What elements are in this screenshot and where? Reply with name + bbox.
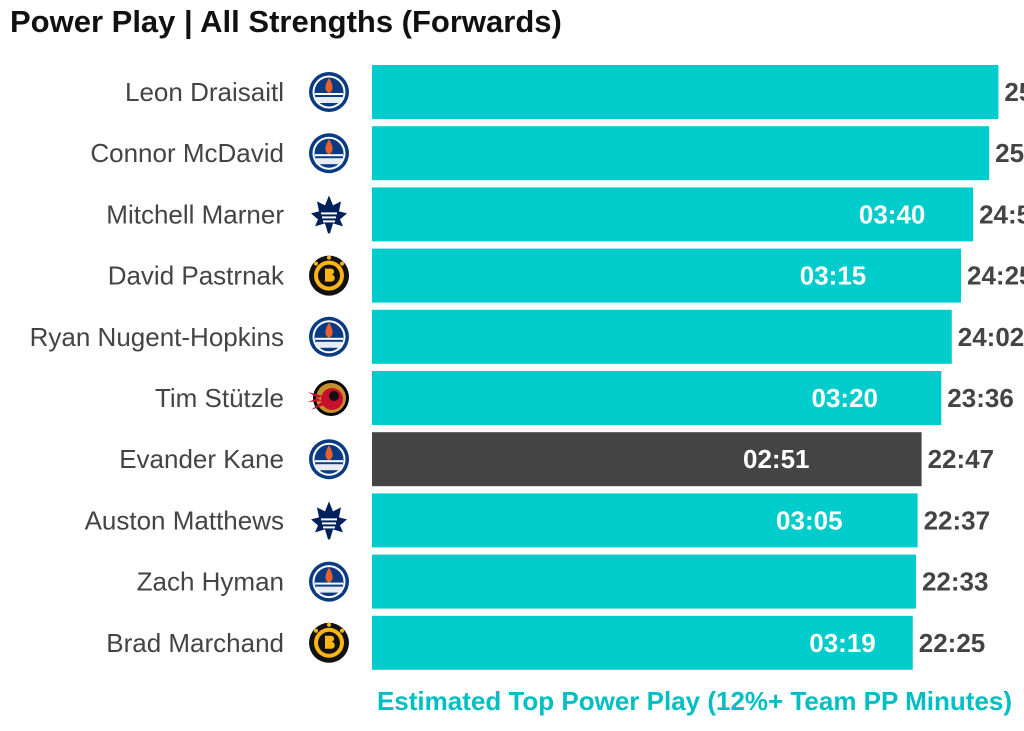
player-row: Leon Draisaitl05:2525:58: [125, 65, 1024, 119]
pp-time-label: 03:15: [800, 261, 867, 291]
bar: [372, 126, 990, 181]
total-time-label: 23:36: [947, 383, 1014, 413]
player-name: Connor McDavid: [90, 138, 284, 168]
oilers-logo-icon: [309, 439, 349, 480]
player-name: Brad Marchand: [106, 628, 284, 658]
chart-title: Power Play | All Strengths (Forwards): [10, 4, 562, 39]
total-time-label: 24:55: [979, 199, 1024, 229]
pp-time-label: 03:19: [809, 628, 876, 658]
pp-time-label: 03:40: [859, 199, 926, 229]
bar: [372, 554, 916, 609]
player-row: Ryan Nugent-Hopkins05:2924:02: [30, 309, 1024, 364]
total-time-label: 25:58: [1004, 77, 1024, 107]
bar: [372, 309, 952, 364]
bar: [372, 65, 999, 119]
player-row: Connor McDavid05:1225:35: [90, 126, 1024, 181]
player-name: Evander Kane: [119, 444, 284, 474]
bar: [372, 187, 974, 242]
pp-time-label: 03:20: [812, 383, 879, 413]
player-row: Mitchell Marner 03:40 24:55: [106, 187, 1024, 242]
player-name: Auston Matthews: [85, 505, 284, 535]
maple-leafs-logo-icon: [311, 195, 347, 234]
pp-time-label: 03:05: [776, 505, 843, 535]
player-row: Auston Matthews 03:05 22:37: [85, 493, 991, 548]
player-name: Mitchell Marner: [106, 199, 284, 229]
oilers-logo-icon: [309, 561, 349, 602]
player-name: Zach Hyman: [137, 567, 284, 597]
player-row: Brad Marchand 03:19 22:25: [106, 615, 986, 670]
player-row: Zach Hyman05:0122:33: [137, 554, 989, 609]
maple-leafs-logo-icon: [311, 501, 347, 540]
senators-logo-icon: [308, 380, 349, 416]
total-time-label: 22:25: [919, 628, 986, 658]
total-time-label: 22:47: [928, 444, 995, 474]
bar: [372, 432, 922, 487]
bruins-logo-icon: [309, 255, 349, 296]
player-name: Leon Draisaitl: [125, 77, 284, 107]
player-row: David Pastrnak 03:15 24:25: [108, 248, 1024, 303]
total-time-label: 24:02: [958, 322, 1024, 352]
bar: [372, 248, 962, 303]
total-time-label: 25:35: [995, 138, 1024, 168]
total-time-label: 24:25: [967, 261, 1024, 291]
player-row: Tim Stützle 03:20 23:36: [155, 371, 1014, 425]
total-time-label: 22:33: [922, 567, 989, 597]
oilers-logo-icon: [309, 72, 349, 112]
bar: [372, 371, 942, 425]
player-name: David Pastrnak: [108, 261, 285, 291]
player-name: Tim Stützle: [155, 383, 284, 413]
oilers-logo-icon: [309, 133, 349, 174]
player-row: Evander Kane 02:51 22:47: [119, 432, 995, 487]
total-time-label: 22:37: [924, 505, 991, 535]
bar: [372, 615, 913, 670]
bar: [372, 493, 918, 548]
bruins-logo-icon: [309, 622, 349, 663]
chart-footer: Estimated Top Power Play (12%+ Team PP M…: [376, 686, 1012, 716]
player-name: Ryan Nugent-Hopkins: [30, 322, 284, 352]
oilers-logo-icon: [309, 316, 349, 357]
pp-time-label: 02:51: [743, 444, 810, 474]
